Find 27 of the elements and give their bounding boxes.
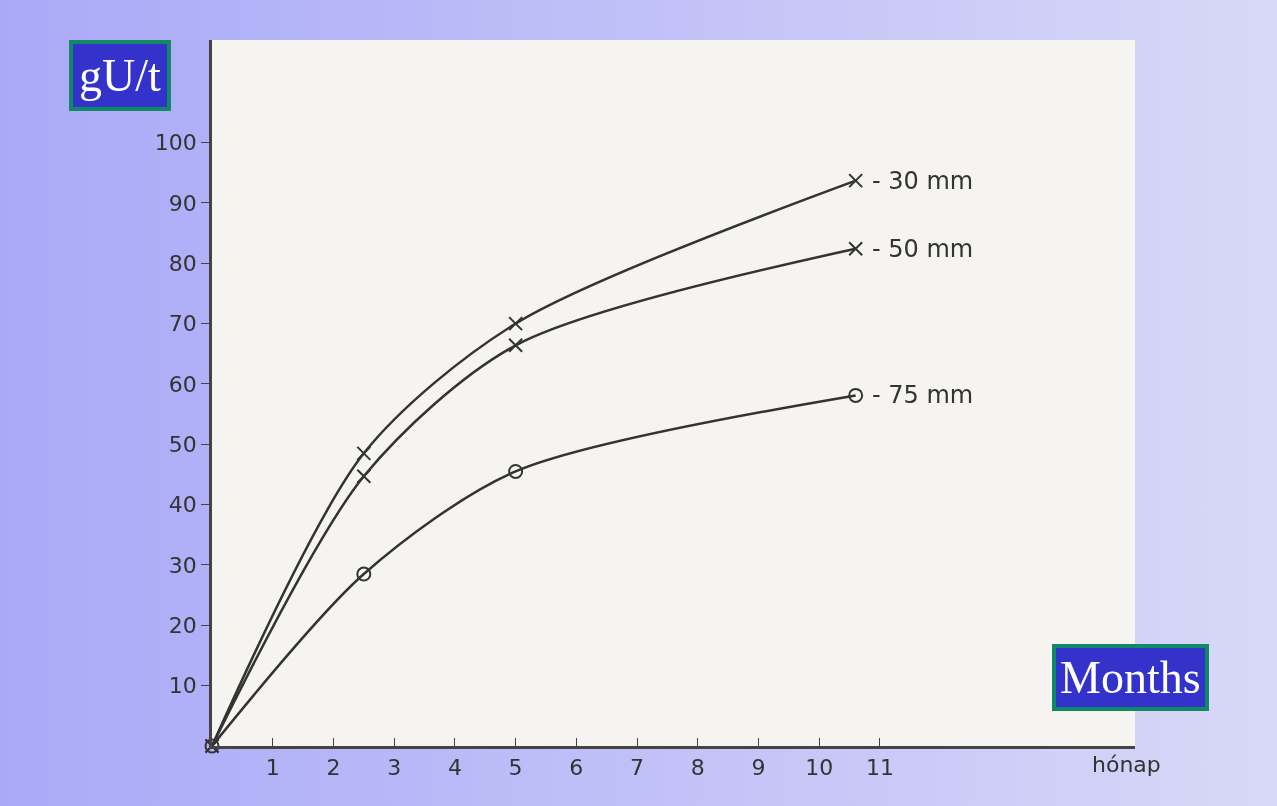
x-tick-label: 1	[265, 755, 280, 781]
y-tick-label: 80	[168, 250, 197, 276]
y-tick-label: 50	[168, 431, 197, 457]
y-tick-label: 60	[168, 371, 197, 397]
y-tick-label: 100	[154, 130, 197, 156]
x-tick-label: 11	[865, 755, 894, 781]
x-tick-label: 9	[751, 755, 766, 781]
x-tick-label: 5	[508, 755, 523, 781]
x-tick-label: 10	[805, 755, 834, 781]
x-tick-label: 6	[569, 755, 584, 781]
series-label: - 30 mm	[872, 167, 974, 195]
x-axis-title: Months	[1060, 652, 1201, 703]
x-tick-label: 7	[630, 755, 645, 781]
y-tick-label: 90	[168, 190, 197, 216]
y-tick-label: 20	[168, 613, 197, 639]
x-tick-label: 8	[690, 755, 705, 781]
x-tick-label: 4	[447, 755, 462, 781]
y-tick-label: 30	[168, 552, 197, 578]
series-label: - 50 mm	[872, 235, 974, 263]
y-tick-label: 40	[168, 492, 197, 518]
text: hónap	[1092, 752, 1161, 777]
x-tick-label: 2	[326, 755, 341, 781]
x-tick-label: 3	[387, 755, 402, 781]
series-label: - 75 mm	[872, 381, 974, 409]
y-tick-label: 70	[168, 311, 197, 337]
y-tick-label: 10	[168, 673, 197, 699]
y-axis-title: gU/t	[79, 50, 161, 101]
